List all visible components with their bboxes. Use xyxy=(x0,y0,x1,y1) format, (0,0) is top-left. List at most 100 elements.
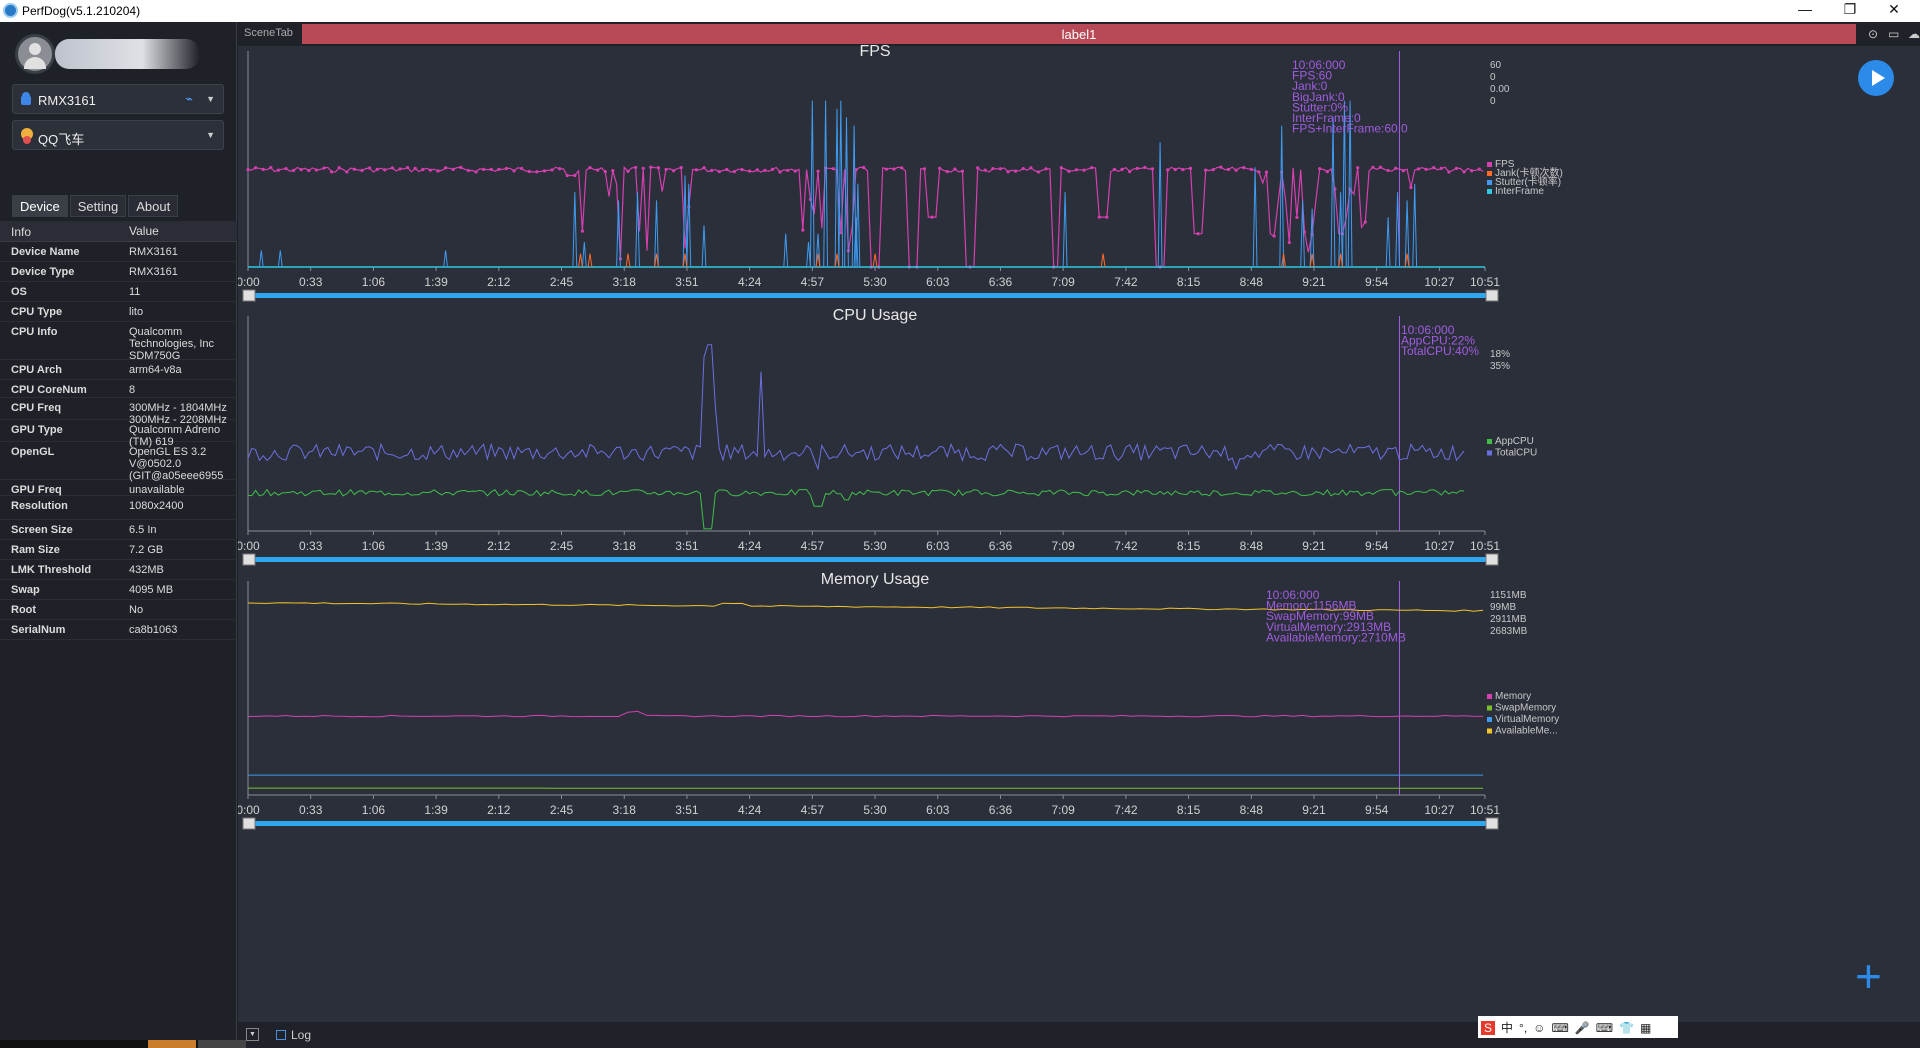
range-handle-right[interactable] xyxy=(1485,553,1499,566)
legend-swatch xyxy=(1487,705,1492,711)
info-row: OS 11 xyxy=(0,282,237,302)
fps-point xyxy=(1044,167,1048,171)
fps-point xyxy=(1416,167,1421,171)
fps-point xyxy=(421,167,425,172)
range-handle-right[interactable] xyxy=(1485,817,1499,830)
table-header: Info Value xyxy=(0,221,237,242)
tray-icon[interactable]: 中 xyxy=(1501,1021,1514,1035)
tray-icon[interactable]: ⌨ xyxy=(1595,1021,1614,1035)
info-row: CPU Info Qualcomm Technologies, Inc SDM75… xyxy=(0,322,237,362)
fps-point xyxy=(839,231,843,235)
tray-icon[interactable]: °, xyxy=(1519,1021,1528,1035)
fps-point xyxy=(588,166,592,170)
fps-point xyxy=(732,169,737,174)
x-tick-label: 10:27 xyxy=(1424,803,1454,817)
folder-icon[interactable]: ▭ xyxy=(1888,27,1900,41)
info-row: Root No xyxy=(0,600,237,620)
add-chart-button[interactable]: + xyxy=(1855,950,1882,1002)
fps-point xyxy=(634,165,638,170)
app-select-label: QQ飞车 xyxy=(38,132,85,147)
tray-icon[interactable]: 🎤 xyxy=(1574,1021,1590,1035)
info-value: 11 xyxy=(129,286,141,298)
time-range-scrollbar[interactable] xyxy=(248,293,1493,298)
tray-icon[interactable]: ⌨ xyxy=(1551,1021,1569,1035)
x-tick-label: 2:12 xyxy=(487,275,511,289)
close-button[interactable]: ✕ xyxy=(1888,1,1900,17)
x-tick-label: 0:33 xyxy=(299,275,323,289)
fps-point xyxy=(451,167,455,172)
tray-icon[interactable]: 👕 xyxy=(1619,1021,1634,1035)
fps-point xyxy=(717,170,721,174)
minimize-button[interactable]: — xyxy=(1798,1,1812,17)
stutter-spike xyxy=(783,233,789,268)
x-tick-label: 6:36 xyxy=(989,539,1013,553)
fps-point xyxy=(649,165,653,169)
avatar[interactable] xyxy=(15,34,55,74)
link-icon[interactable]: ⌁ xyxy=(185,91,193,106)
x-tick-label: 0:33 xyxy=(299,803,323,817)
log-label: Log xyxy=(291,1028,312,1042)
tab-setting[interactable]: Setting xyxy=(69,195,127,217)
stutter-spike xyxy=(616,200,621,268)
tab-device[interactable]: Device xyxy=(12,195,68,217)
fps-point xyxy=(398,167,402,171)
tray-icon[interactable]: ☺ xyxy=(1533,1021,1546,1035)
x-tick-label: 3:18 xyxy=(613,803,637,817)
info-value: lito xyxy=(129,306,144,318)
legend-label: AppCPU xyxy=(1495,436,1534,447)
jank-spike xyxy=(625,253,631,268)
play-button[interactable] xyxy=(1858,60,1894,96)
fps-point xyxy=(831,167,835,171)
fps-point xyxy=(1325,170,1329,174)
x-tick-label: 1:06 xyxy=(362,539,386,553)
stutter-spike xyxy=(1252,167,1258,268)
restore-button[interactable]: ❐ xyxy=(1843,1,1857,17)
fps-point xyxy=(1135,166,1139,170)
x-tick-label: 6:03 xyxy=(926,275,950,289)
fps-point xyxy=(1264,170,1269,174)
fps-point xyxy=(656,166,661,170)
range-handle-right[interactable] xyxy=(1485,289,1499,302)
taskbar-item[interactable] xyxy=(198,1040,246,1048)
info-row: Swap 4095 MB xyxy=(0,580,237,600)
tray-icon[interactable]: S xyxy=(1481,1021,1496,1035)
cloud-icon[interactable]: ☁ xyxy=(1908,27,1920,41)
range-handle-left[interactable] xyxy=(242,553,256,566)
stutter-spike xyxy=(581,241,587,268)
fps-point xyxy=(770,167,775,171)
stutter-spike xyxy=(1338,192,1343,268)
location-icon[interactable]: ⊙ xyxy=(1868,27,1879,41)
time-range-scrollbar[interactable] xyxy=(248,557,1493,562)
fps-point xyxy=(793,169,797,173)
jank-spike xyxy=(834,253,840,268)
device-select[interactable]: RMX3161 ⌁ ▼ xyxy=(12,84,224,114)
app-select[interactable]: QQ飞车 ▼ xyxy=(12,120,224,150)
blurred-username xyxy=(55,39,200,69)
info-key: OpenGL xyxy=(11,446,55,458)
collapse-toggle[interactable]: ▼ xyxy=(246,1028,259,1041)
x-tick-label: 0:33 xyxy=(299,539,323,553)
range-handle-left[interactable] xyxy=(242,817,256,830)
x-tick-label: 7:42 xyxy=(1114,539,1138,553)
fps-point xyxy=(307,168,311,173)
legend-label: AvailableMe... xyxy=(1495,726,1558,737)
stutter-spike xyxy=(1330,117,1336,268)
fps-point xyxy=(1029,166,1033,170)
app-icon xyxy=(20,128,33,144)
scene-tab[interactable]: SceneTab xyxy=(244,27,293,39)
info-row: CPU CoreNum 8 xyxy=(0,380,237,398)
chevron-down-icon: ▼ xyxy=(206,130,215,140)
scene-label[interactable]: label1 xyxy=(302,24,1856,44)
x-tick-label: 4:57 xyxy=(801,275,825,289)
time-range-scrollbar[interactable] xyxy=(248,821,1493,826)
cursor-annotation-line: AvailableMemory:2710MB xyxy=(1266,630,1406,644)
taskbar-item[interactable] xyxy=(148,1040,196,1048)
x-tick-label: 7:42 xyxy=(1114,275,1138,289)
tray-icon[interactable]: ▦ xyxy=(1640,1021,1652,1035)
fps-point xyxy=(292,168,296,173)
range-handle-left[interactable] xyxy=(242,289,256,302)
log-checkbox[interactable] xyxy=(276,1030,286,1040)
fps-point xyxy=(854,168,858,172)
info-value: Qualcomm Technologies, Inc SDM750G xyxy=(129,326,214,362)
tab-about[interactable]: About xyxy=(128,195,179,217)
